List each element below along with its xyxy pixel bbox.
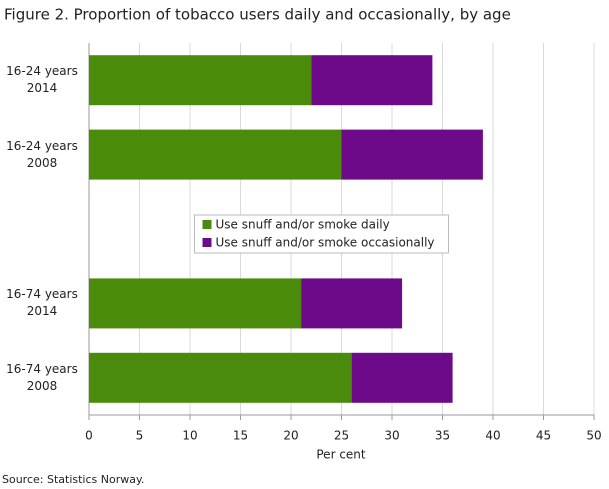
x-tick-label: 35 bbox=[435, 429, 450, 443]
x-tick-label: 15 bbox=[233, 429, 248, 443]
legend-label: Use snuff and/or smoke occasionally bbox=[216, 236, 435, 250]
bar-segment bbox=[89, 278, 302, 329]
x-tick-label: 45 bbox=[536, 429, 551, 443]
x-tick-label: 20 bbox=[283, 429, 298, 443]
x-tick-label: 30 bbox=[384, 429, 399, 443]
bar-segment bbox=[351, 352, 453, 403]
y-tick-label: 16-74 years 2008 bbox=[6, 361, 78, 393]
legend-box bbox=[194, 214, 449, 254]
y-tick-label: 16-24 years 2014 bbox=[6, 64, 78, 96]
bar-segment bbox=[89, 352, 352, 403]
x-tick-label: 0 bbox=[85, 429, 93, 443]
legend-swatch bbox=[202, 238, 212, 247]
bar-segment bbox=[341, 129, 483, 180]
y-tick-label: 16-24 years 2008 bbox=[6, 138, 78, 170]
y-tick-label: 16-74 years 2014 bbox=[6, 287, 78, 319]
x-tick-label: 25 bbox=[334, 429, 349, 443]
chart-title: Figure 2. Proportion of tobacco users da… bbox=[4, 6, 511, 24]
bar-segment bbox=[311, 55, 433, 106]
legend-swatch bbox=[202, 220, 212, 229]
x-tick-label: 10 bbox=[182, 429, 197, 443]
x-tick-label: 5 bbox=[136, 429, 144, 443]
bar-segment bbox=[301, 278, 403, 329]
x-tick-label: 40 bbox=[485, 429, 500, 443]
x-tick-label: 50 bbox=[586, 429, 601, 443]
source: Source: Statistics Norway. bbox=[2, 473, 144, 486]
bar-segment bbox=[89, 129, 342, 180]
bar-segment bbox=[89, 55, 312, 106]
x-axis-label: Per cent bbox=[316, 448, 366, 462]
legend-label: Use snuff and/or smoke daily bbox=[216, 218, 390, 232]
